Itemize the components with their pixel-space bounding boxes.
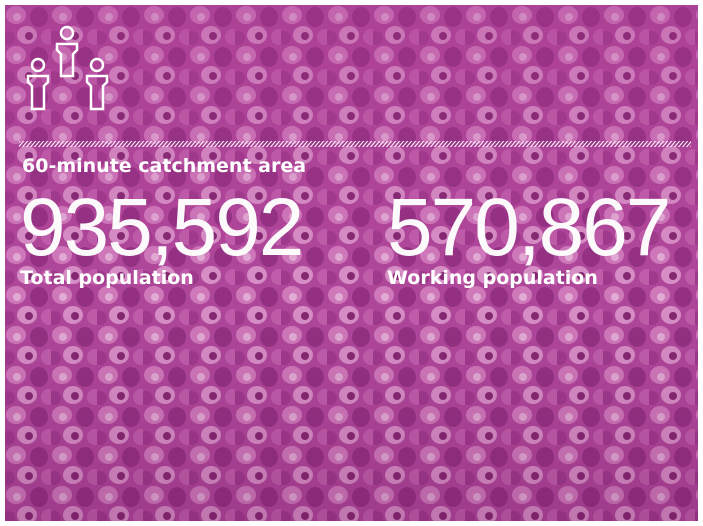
stat-value: 570,867 [387,183,669,273]
infographic-card: 60-minute catchment area 935,592 Total p… [5,5,698,521]
heading: 60-minute catchment area [22,155,306,177]
page: 60-minute catchment area 935,592 Total p… [0,0,703,526]
stat: 570,867 Working population [387,183,669,289]
stat: 935,592 Total population [20,183,302,289]
stat-value: 935,592 [20,183,302,273]
